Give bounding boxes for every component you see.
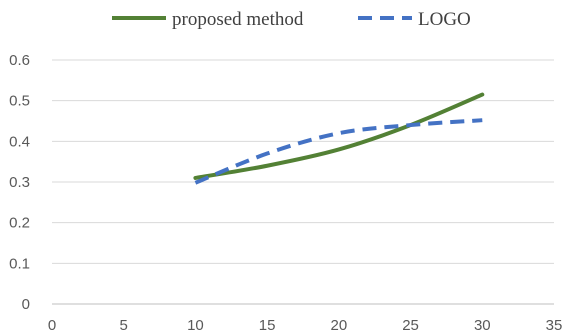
series-lines (193, 92, 485, 185)
y-tick-label: 0.5 (9, 93, 30, 110)
legend: proposed method LOGO (112, 9, 471, 30)
y-tick-label: 0.3 (9, 174, 30, 191)
x-tick-label: 10 (187, 317, 204, 334)
x-tick-label: 35 (546, 317, 563, 334)
legend-label: proposed method (172, 9, 304, 30)
y-tick-label: 0.2 (9, 215, 30, 232)
y-axis-ticks: 0 0.1 0.2 0.3 0.4 0.5 0.6 (9, 52, 30, 313)
x-tick-label: 25 (402, 317, 419, 334)
y-tick-label: 0.6 (9, 52, 30, 69)
series-line-proposed-method (193, 92, 485, 180)
y-tick-label: 0.4 (9, 133, 30, 150)
x-tick-label: 0 (48, 317, 56, 334)
x-tick-label: 5 (120, 317, 128, 334)
y-tick-label: 0.1 (9, 255, 30, 272)
legend-label: LOGO (418, 9, 471, 30)
x-axis-ticks: 0 5 10 15 20 25 30 35 (48, 317, 563, 334)
series-line-logo (194, 118, 483, 185)
x-tick-label: 20 (331, 317, 348, 334)
x-tick-label: 15 (259, 317, 276, 334)
x-tick-label: 30 (474, 317, 491, 334)
y-tick-label: 0 (22, 296, 30, 313)
